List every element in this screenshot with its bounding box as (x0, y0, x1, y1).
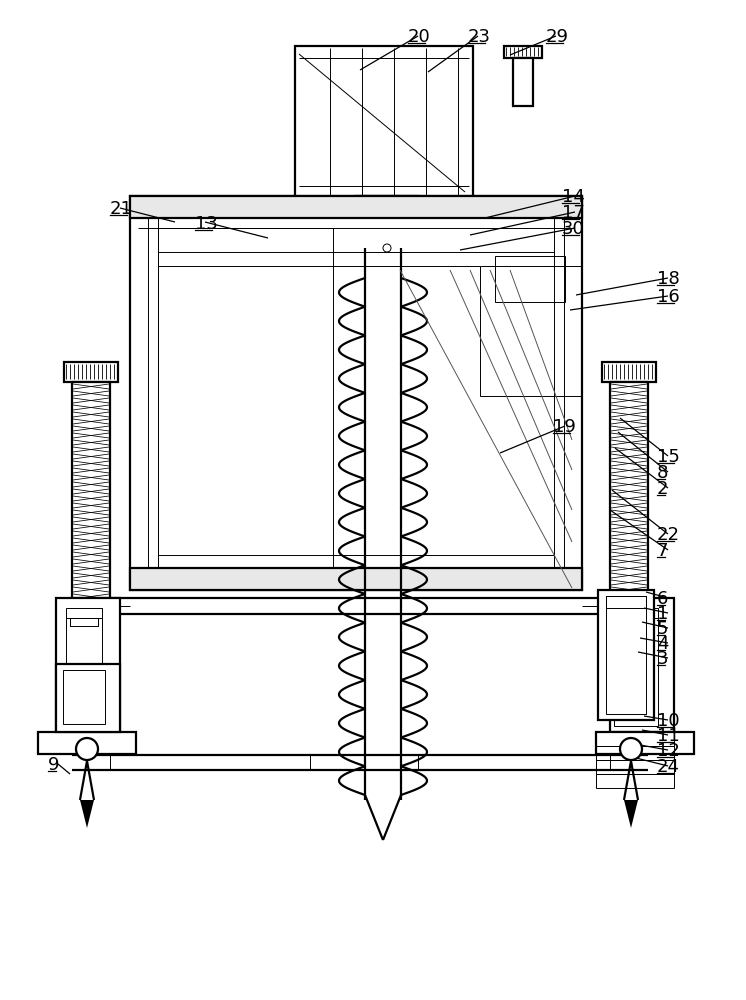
Bar (614, 608, 658, 726)
Text: 6: 6 (657, 590, 668, 608)
Bar (56, 598, 120, 732)
Text: 20: 20 (408, 28, 430, 46)
Text: 19: 19 (553, 418, 576, 436)
Bar (72, 382, 110, 618)
Bar (130, 196, 582, 218)
Bar (596, 732, 674, 746)
Bar (64, 362, 118, 382)
Bar (38, 732, 136, 754)
Text: 5: 5 (657, 620, 668, 638)
Bar (610, 598, 674, 732)
Polygon shape (624, 800, 638, 828)
Text: 13: 13 (195, 215, 218, 233)
Bar (66, 608, 102, 726)
Text: 24: 24 (657, 758, 680, 776)
Text: 1: 1 (657, 605, 668, 623)
Bar (63, 670, 105, 724)
Bar (513, 58, 533, 106)
Text: 15: 15 (657, 448, 680, 466)
Bar (356, 196, 418, 252)
Text: 3: 3 (657, 650, 668, 668)
Bar (596, 732, 694, 754)
Text: 12: 12 (657, 742, 680, 760)
Text: 18: 18 (657, 270, 680, 288)
Bar (495, 256, 565, 302)
Text: 16: 16 (657, 288, 680, 306)
Text: 21: 21 (110, 200, 133, 218)
Bar (596, 760, 674, 774)
Bar (480, 266, 582, 396)
Text: 22: 22 (657, 526, 680, 544)
Bar (602, 362, 656, 382)
Text: 10: 10 (657, 712, 680, 730)
Text: 29: 29 (546, 28, 569, 46)
Bar (70, 618, 98, 626)
Polygon shape (80, 800, 94, 828)
Bar (56, 664, 120, 732)
Bar (295, 46, 473, 198)
Text: 9: 9 (48, 756, 60, 774)
Text: 8: 8 (657, 464, 668, 482)
Bar (158, 228, 333, 568)
Text: 2: 2 (657, 480, 668, 498)
Text: 30: 30 (562, 220, 585, 238)
Text: 11: 11 (657, 727, 680, 745)
Text: 14: 14 (562, 188, 585, 206)
Text: 17: 17 (562, 204, 585, 222)
Bar (504, 46, 542, 58)
Bar (598, 590, 654, 720)
Text: 4: 4 (657, 635, 668, 653)
Circle shape (620, 738, 642, 760)
Bar (606, 596, 646, 714)
Bar (610, 382, 648, 618)
Bar (130, 568, 582, 590)
Bar (596, 774, 674, 788)
Bar (596, 746, 674, 760)
Bar (130, 196, 582, 590)
Circle shape (76, 738, 98, 760)
Text: 7: 7 (657, 542, 668, 560)
Text: 23: 23 (468, 28, 491, 46)
Circle shape (383, 244, 391, 252)
Bar (618, 618, 646, 626)
Bar (606, 596, 646, 608)
